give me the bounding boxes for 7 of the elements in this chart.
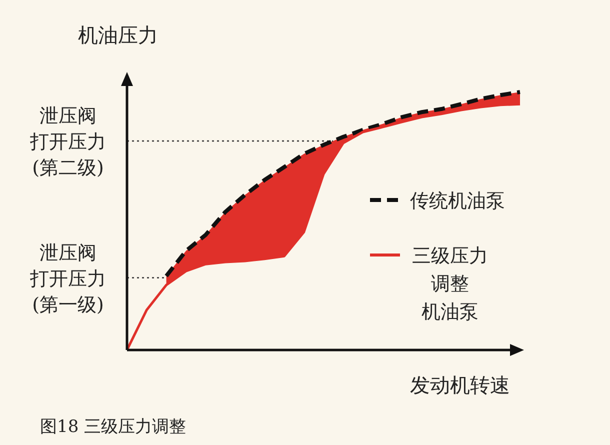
ref-line-label: 泄压阀打开压力(第一级) bbox=[29, 242, 106, 316]
y-axis-title: 机油压力 bbox=[78, 23, 158, 47]
x-axis-title: 发动机转速 bbox=[410, 373, 510, 397]
legend-label: 传统机油泵 bbox=[410, 190, 505, 212]
caption: 图18 三级压力调整 bbox=[40, 417, 186, 437]
ref-line-label: 泄压阀打开压力(第二级) bbox=[29, 105, 106, 180]
legend-label: 三级压力调整机油泵 bbox=[412, 245, 488, 323]
